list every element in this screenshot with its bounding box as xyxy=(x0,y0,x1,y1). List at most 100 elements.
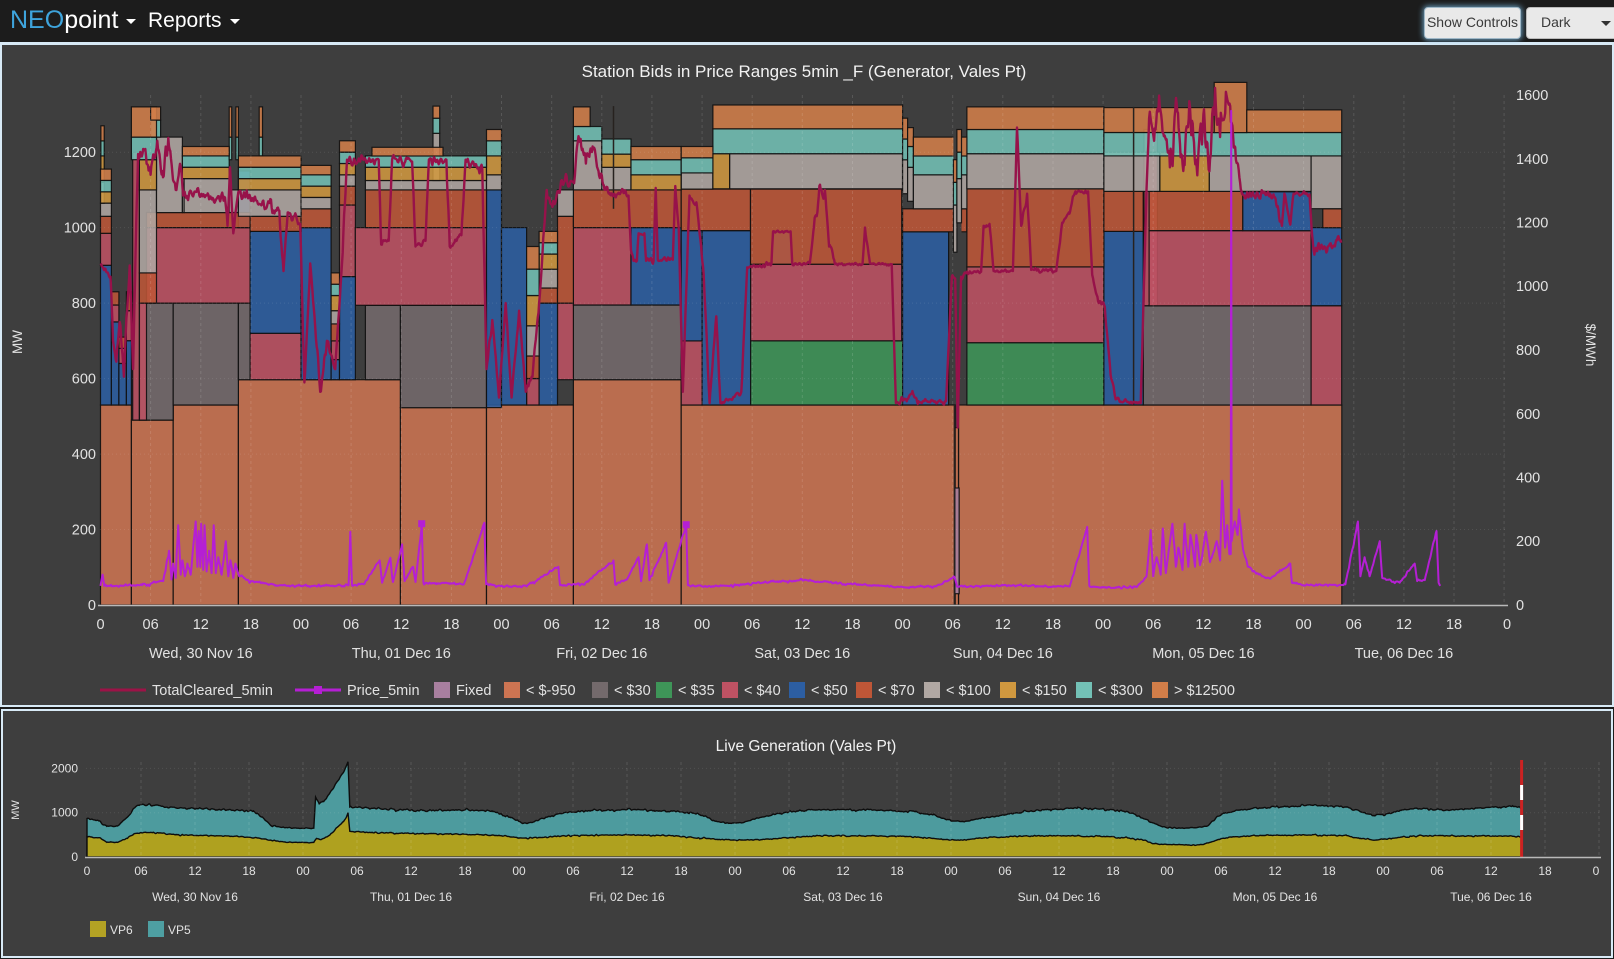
svg-text:< $30: < $30 xyxy=(614,683,651,699)
svg-text:< $150: < $150 xyxy=(1022,683,1067,699)
svg-text:0: 0 xyxy=(71,850,78,864)
svg-text:1600: 1600 xyxy=(1516,88,1548,104)
svg-text:18: 18 xyxy=(243,617,259,633)
svg-text:06: 06 xyxy=(1346,617,1362,633)
svg-text:MW: MW xyxy=(10,800,22,820)
svg-text:06: 06 xyxy=(143,617,159,633)
svg-text:00: 00 xyxy=(1095,617,1111,633)
svg-text:18: 18 xyxy=(1538,864,1552,878)
svg-text:1000: 1000 xyxy=(1516,279,1548,295)
svg-text:12: 12 xyxy=(393,617,409,633)
svg-text:18: 18 xyxy=(1245,617,1261,633)
svg-text:12: 12 xyxy=(1268,864,1282,878)
svg-text:< $100: < $100 xyxy=(946,683,991,699)
svg-text:Mon, 05 Dec 16: Mon, 05 Dec 16 xyxy=(1233,890,1318,904)
svg-text:00: 00 xyxy=(512,864,526,878)
svg-text:12: 12 xyxy=(1195,617,1211,633)
svg-text:06: 06 xyxy=(350,864,364,878)
svg-text:800: 800 xyxy=(1516,343,1540,359)
svg-text:$/MWh: $/MWh xyxy=(1583,324,1598,367)
svg-text:12: 12 xyxy=(594,617,610,633)
svg-text:Sat, 03 Dec 16: Sat, 03 Dec 16 xyxy=(754,646,850,662)
svg-text:1000: 1000 xyxy=(64,221,96,237)
svg-text:18: 18 xyxy=(1446,617,1462,633)
svg-text:Tue, 06 Dec 16: Tue, 06 Dec 16 xyxy=(1450,890,1532,904)
svg-text:12: 12 xyxy=(1484,864,1498,878)
svg-text:> $12500: > $12500 xyxy=(1174,683,1235,699)
svg-text:18: 18 xyxy=(1322,864,1336,878)
svg-text:0: 0 xyxy=(1516,598,1524,614)
svg-text:06: 06 xyxy=(1214,864,1228,878)
svg-text:06: 06 xyxy=(134,864,148,878)
svg-text:1400: 1400 xyxy=(1516,152,1548,168)
svg-text:800: 800 xyxy=(72,296,96,312)
svg-text:06: 06 xyxy=(744,617,760,633)
svg-text:18: 18 xyxy=(644,617,660,633)
svg-text:0: 0 xyxy=(84,864,91,878)
svg-text:VP5: VP5 xyxy=(168,923,191,937)
svg-text:12: 12 xyxy=(1052,864,1066,878)
svg-text:18: 18 xyxy=(674,864,688,878)
svg-text:12: 12 xyxy=(794,617,810,633)
svg-text:Wed, 30 Nov 16: Wed, 30 Nov 16 xyxy=(149,646,253,662)
svg-text:18: 18 xyxy=(890,864,904,878)
svg-text:Fri, 02 Dec 16: Fri, 02 Dec 16 xyxy=(556,646,647,662)
svg-text:18: 18 xyxy=(443,617,459,633)
svg-text:06: 06 xyxy=(998,864,1012,878)
svg-text:12: 12 xyxy=(836,864,850,878)
svg-text:Live Generation (Vales Pt): Live Generation (Vales Pt) xyxy=(716,738,897,755)
svg-text:18: 18 xyxy=(844,617,860,633)
svg-text:Sun, 04 Dec 16: Sun, 04 Dec 16 xyxy=(953,646,1053,662)
svg-text:00: 00 xyxy=(493,617,509,633)
svg-text:Fri, 02 Dec 16: Fri, 02 Dec 16 xyxy=(589,890,665,904)
svg-text:< $40: < $40 xyxy=(744,683,781,699)
svg-text:00: 00 xyxy=(944,864,958,878)
svg-text:1200: 1200 xyxy=(1516,216,1548,232)
svg-text:Tue, 06 Dec 16: Tue, 06 Dec 16 xyxy=(1355,646,1454,662)
svg-text:1000: 1000 xyxy=(51,806,78,820)
svg-text:18: 18 xyxy=(458,864,472,878)
svg-text:< $35: < $35 xyxy=(678,683,715,699)
svg-text:200: 200 xyxy=(1516,534,1540,550)
svg-text:Price_5min: Price_5min xyxy=(347,683,420,699)
svg-text:12: 12 xyxy=(1396,617,1412,633)
svg-text:00: 00 xyxy=(293,617,309,633)
svg-text:00: 00 xyxy=(1376,864,1390,878)
svg-text:06: 06 xyxy=(343,617,359,633)
svg-text:06: 06 xyxy=(782,864,796,878)
svg-text:< $50: < $50 xyxy=(811,683,848,699)
svg-text:Station Bids in Price Ranges 5: Station Bids in Price Ranges 5min _F (Ge… xyxy=(582,62,1027,81)
svg-text:< $300: < $300 xyxy=(1098,683,1143,699)
svg-text:00: 00 xyxy=(1160,864,1174,878)
svg-text:06: 06 xyxy=(1430,864,1444,878)
svg-text:VP6: VP6 xyxy=(110,923,133,937)
svg-text:600: 600 xyxy=(1516,407,1540,423)
svg-text:06: 06 xyxy=(566,864,580,878)
svg-text:0: 0 xyxy=(88,598,96,614)
svg-text:TotalCleared_5min: TotalCleared_5min xyxy=(152,683,273,699)
svg-text:00: 00 xyxy=(694,617,710,633)
svg-text:200: 200 xyxy=(72,523,96,539)
svg-text:06: 06 xyxy=(945,617,961,633)
svg-text:0: 0 xyxy=(96,617,104,633)
svg-text:Sun, 04 Dec 16: Sun, 04 Dec 16 xyxy=(1018,890,1101,904)
svg-text:12: 12 xyxy=(188,864,202,878)
svg-text:1200: 1200 xyxy=(64,145,96,161)
svg-text:06: 06 xyxy=(1145,617,1161,633)
svg-text:18: 18 xyxy=(1045,617,1061,633)
svg-text:12: 12 xyxy=(620,864,634,878)
svg-text:MW: MW xyxy=(10,330,25,354)
svg-text:400: 400 xyxy=(72,447,96,463)
svg-text:Fixed: Fixed xyxy=(456,683,491,699)
svg-text:18: 18 xyxy=(242,864,256,878)
svg-text:Thu, 01 Dec 16: Thu, 01 Dec 16 xyxy=(352,646,451,662)
svg-text:12: 12 xyxy=(193,617,209,633)
svg-text:18: 18 xyxy=(1106,864,1120,878)
svg-text:0: 0 xyxy=(1593,864,1600,878)
svg-text:400: 400 xyxy=(1516,471,1540,487)
svg-text:Thu, 01 Dec 16: Thu, 01 Dec 16 xyxy=(370,890,452,904)
svg-text:< $-950: < $-950 xyxy=(526,683,576,699)
svg-text:600: 600 xyxy=(72,372,96,388)
svg-text:< $70: < $70 xyxy=(878,683,915,699)
svg-text:Wed, 30 Nov 16: Wed, 30 Nov 16 xyxy=(152,890,238,904)
